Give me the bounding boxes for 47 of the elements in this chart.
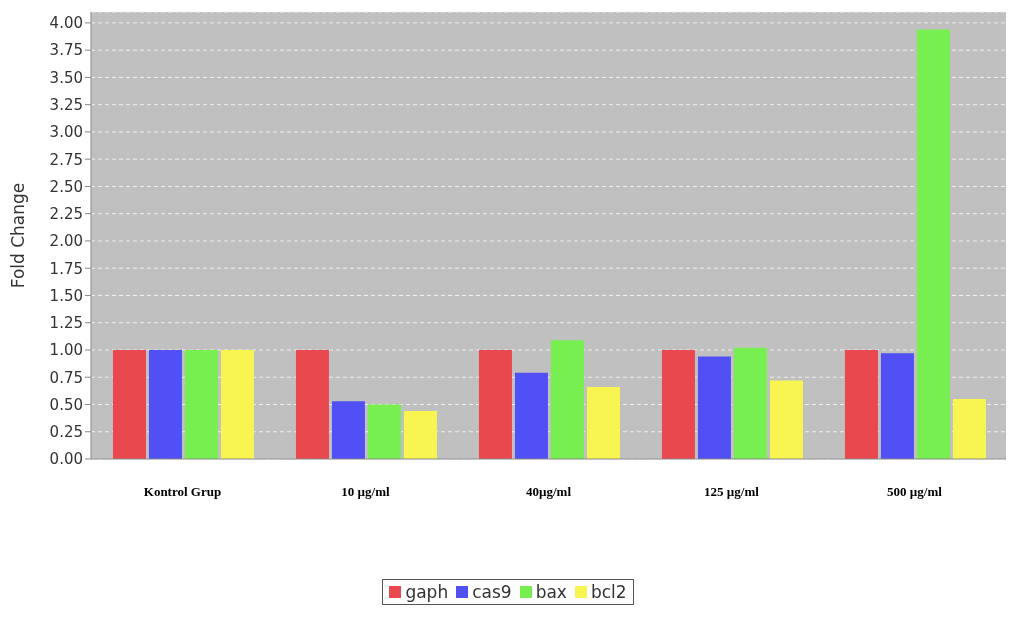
y-tick-label: 2.25 <box>49 205 83 224</box>
bar <box>367 404 401 459</box>
bar <box>769 380 803 459</box>
y-tick-label: 3.25 <box>49 96 83 114</box>
y-tick-label: 2.75 <box>49 150 83 169</box>
x-tick-label: Kontrol Grup <box>143 484 222 500</box>
y-tick-label: 0.00 <box>49 450 83 469</box>
bar <box>916 29 950 459</box>
y-tick-label: 0.75 <box>49 368 83 387</box>
bar <box>697 356 731 459</box>
y-tick-label: 0.50 <box>49 395 83 414</box>
legend-label: gaph <box>404 582 449 602</box>
bar <box>184 349 218 459</box>
bar <box>586 387 620 459</box>
y-tick-label: 3.50 <box>49 68 83 87</box>
bar <box>952 399 986 459</box>
legend-label: cas9 <box>471 582 512 602</box>
bar <box>403 411 437 459</box>
bar <box>661 349 695 459</box>
y-tick-label: 4.00 <box>49 14 83 33</box>
bar <box>331 401 365 459</box>
y-tick-label: 2.00 <box>49 232 83 251</box>
x-tick-label: 40µg/ml <box>525 484 572 500</box>
y-tick-label: 0.25 <box>49 423 83 442</box>
bar <box>148 349 182 459</box>
bar <box>295 349 329 459</box>
y-tick-label: 3.00 <box>49 123 83 142</box>
y-tick-label: 2.50 <box>49 177 83 196</box>
bar <box>550 340 584 459</box>
x-tick-label: 125 µg/ml <box>704 484 760 500</box>
bar <box>112 349 146 459</box>
y-tick-label: 1.50 <box>49 286 83 305</box>
y-tick-label: 1.25 <box>49 314 83 333</box>
y-axis-title: Fold Change <box>8 182 29 289</box>
y-tick-label: 1.75 <box>49 259 83 278</box>
bar <box>478 349 512 459</box>
y-tick-label: 1.00 <box>49 341 83 360</box>
bar <box>220 349 254 459</box>
legend-label: bax <box>534 582 567 602</box>
bar <box>844 349 878 459</box>
legend-label: bcl2 <box>589 582 627 602</box>
x-tick-label: 500 µg/ml <box>887 484 943 500</box>
y-tick-label: 3.75 <box>49 41 83 60</box>
bar <box>733 347 767 459</box>
bar <box>880 353 914 459</box>
x-tick-label: 10 µg/ml <box>341 484 391 500</box>
bar <box>514 372 548 459</box>
